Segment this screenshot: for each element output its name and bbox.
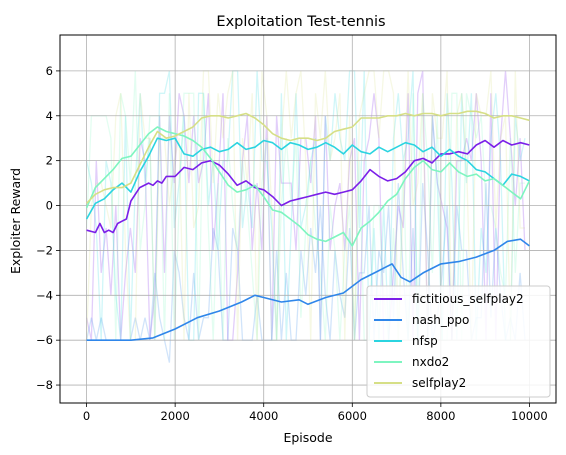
x-tick-label: 8000 [426,409,455,423]
y-tick-label: −2 [36,243,53,257]
y-axis-title: Exploiter Reward [8,168,23,274]
x-axis-title: Episode [283,430,332,445]
series-line-nfsp [87,138,530,219]
y-tick-label: −6 [36,333,53,347]
x-tick-label: 0 [83,409,90,423]
legend-label-selfplay2: selfplay2 [412,376,466,390]
y-tick-label: 2 [46,154,53,168]
legend-label-nfsp: nfsp [412,334,438,348]
legend: fictitious_selfplay2 nash_ppo nfsp nxdo2… [367,286,550,397]
x-tick-label: 6000 [338,409,367,423]
y-tick-label: 6 [46,64,53,78]
y-tick-label: −4 [36,288,53,302]
x-tick-label: 10000 [511,409,548,423]
x-tick-label: 2000 [161,409,190,423]
y-tick-label: 0 [46,199,53,213]
legend-label-fictitious-selfplay2: fictitious_selfplay2 [412,292,524,306]
chart-title: Exploitation Test-tennis [216,14,385,30]
legend-label-nxdo2: nxdo2 [412,355,449,369]
y-tick-label: −8 [36,378,53,392]
x-tick-label: 4000 [249,409,278,423]
legend-label-nash-ppo: nash_ppo [412,313,469,327]
y-tick-label: 4 [46,109,53,123]
